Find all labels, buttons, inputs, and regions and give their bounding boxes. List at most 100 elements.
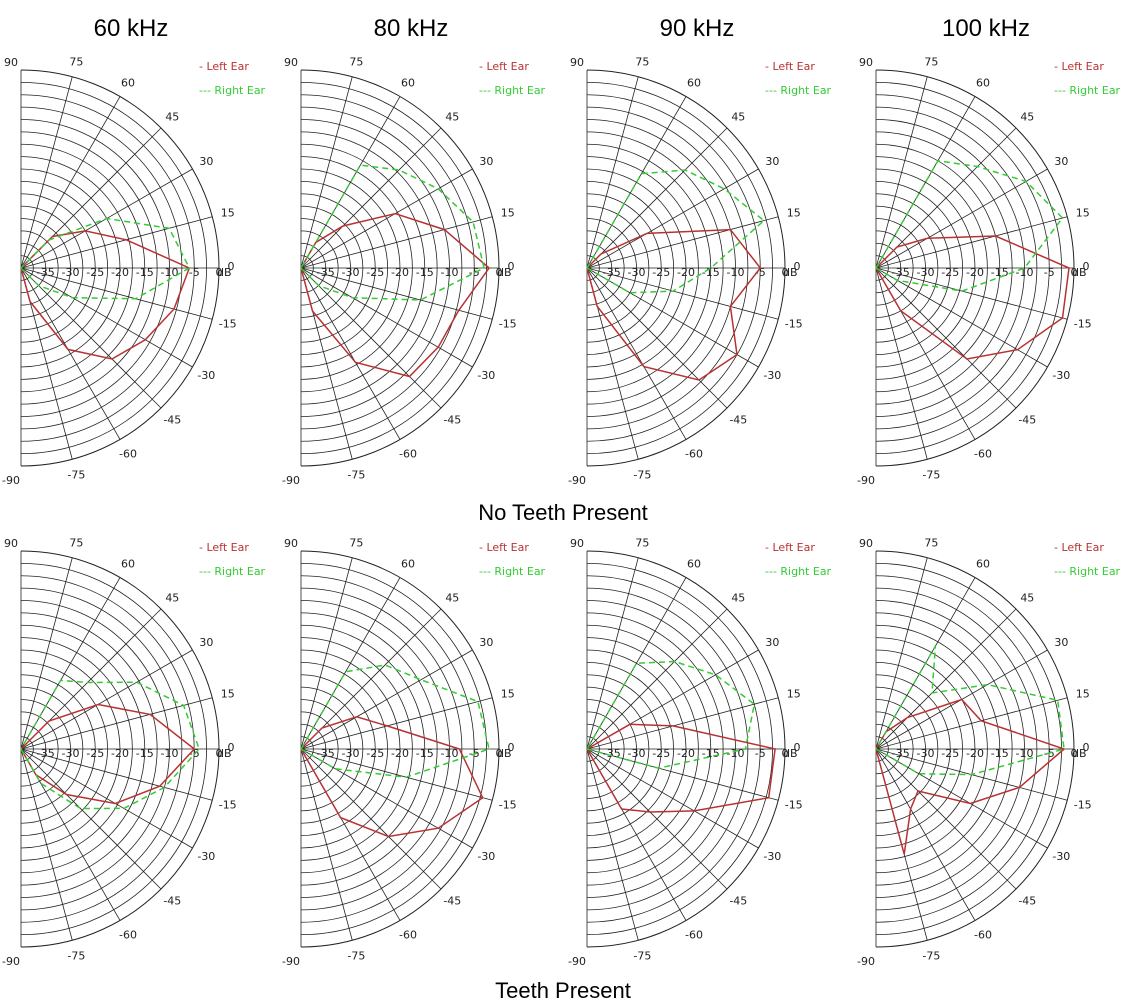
angle-tick-label: 0 xyxy=(228,260,235,273)
grid-spoke xyxy=(586,127,728,269)
panel-title: 80 kHz xyxy=(374,15,449,42)
grid-spoke xyxy=(586,748,759,849)
radial-tick-label: 0 xyxy=(782,266,789,279)
radial-tick-label: -30 xyxy=(62,266,80,279)
angle-tick-label: 0 xyxy=(794,741,801,754)
radial-tick-label: -15 xyxy=(702,266,720,279)
grid-spoke xyxy=(20,267,213,320)
radial-tick-label: 0 xyxy=(496,266,503,279)
angle-tick-label: 0 xyxy=(508,741,515,754)
angle-tick-label: 45 xyxy=(731,592,745,605)
row-title-1: No Teeth Present xyxy=(478,500,648,525)
angle-tick-label: -30 xyxy=(1052,369,1070,382)
legend-right-ear: --- Right Ear xyxy=(765,565,832,578)
radial-unit-label: dB xyxy=(1072,266,1087,279)
series-left-ear xyxy=(586,228,762,381)
angle-tick-label: 30 xyxy=(765,636,779,649)
angle-tick-label: -60 xyxy=(974,928,992,941)
grid-spoke xyxy=(875,748,976,921)
angle-tick-label: -90 xyxy=(2,474,20,487)
radial-tick-label: -10 xyxy=(727,266,745,279)
angle-tick-label: 60 xyxy=(121,77,135,90)
angle-tick-label: 15 xyxy=(501,207,515,220)
radial-tick-label: -25 xyxy=(652,747,670,760)
angle-tick-label: -60 xyxy=(119,928,137,941)
series-right-ear xyxy=(300,164,485,301)
grid-spoke xyxy=(586,608,728,750)
radial-tick-label: -10 xyxy=(1016,266,1034,279)
grid-spoke xyxy=(300,697,493,750)
radial-tick-label: -10 xyxy=(441,266,459,279)
angle-tick-label: -90 xyxy=(2,955,20,968)
radial-tick-label: -20 xyxy=(966,266,984,279)
angle-tick-label: 0 xyxy=(794,260,801,273)
radial-tick-label: -35 xyxy=(603,266,621,279)
grid-spoke xyxy=(20,577,121,750)
grid-spoke xyxy=(586,216,779,269)
radial-tick-label: -15 xyxy=(136,266,154,279)
legend-right-ear: --- Right Ear xyxy=(765,84,832,97)
radial-tick-label: -35 xyxy=(892,747,910,760)
radial-tick-label: -25 xyxy=(366,747,384,760)
grid-spoke xyxy=(20,76,73,269)
grid-spoke xyxy=(300,748,353,941)
angle-tick-label: -15 xyxy=(219,798,237,811)
angle-tick-label: -90 xyxy=(568,955,586,968)
radial-tick-label: -15 xyxy=(136,747,154,760)
grid-spoke xyxy=(875,216,1068,269)
angle-tick-label: -45 xyxy=(163,894,181,907)
angle-tick-label: -45 xyxy=(163,413,181,426)
angle-tick-label: -30 xyxy=(763,850,781,863)
grid-spoke xyxy=(875,697,1068,750)
grid-spoke xyxy=(20,649,193,750)
radial-tick-label: -15 xyxy=(416,747,434,760)
radial-tick-label: -10 xyxy=(161,747,179,760)
radial-tick-label: -15 xyxy=(416,266,434,279)
legend-left-ear: - Left Ear xyxy=(199,60,249,73)
angle-tick-label: -15 xyxy=(785,798,803,811)
grid-spoke xyxy=(20,267,193,368)
angle-tick-label: -45 xyxy=(1018,413,1036,426)
angle-tick-label: 30 xyxy=(199,155,213,168)
radial-tick-label: -30 xyxy=(342,747,360,760)
grid-spoke xyxy=(20,267,121,440)
angle-tick-label: 75 xyxy=(924,55,938,68)
grid-spoke xyxy=(875,127,1017,269)
grid-spoke xyxy=(20,748,162,890)
angle-tick-label: -75 xyxy=(922,950,940,963)
angle-tick-label: 90 xyxy=(570,56,584,69)
radial-tick-label: -20 xyxy=(391,747,409,760)
grid-spoke xyxy=(875,267,1017,409)
grid-spoke xyxy=(875,267,1048,368)
radial-tick-label: -35 xyxy=(892,266,910,279)
series-right-ear xyxy=(586,169,766,294)
angle-tick-label: 15 xyxy=(787,207,801,220)
angle-tick-label: -15 xyxy=(499,317,517,330)
grid-spoke xyxy=(586,267,779,320)
grid-spoke xyxy=(20,697,213,750)
radial-tick-label: -35 xyxy=(317,747,335,760)
grid-spoke xyxy=(300,267,473,368)
angle-tick-label: 15 xyxy=(221,688,235,701)
angle-tick-label: -90 xyxy=(282,955,300,968)
series-right-ear xyxy=(586,660,756,769)
angle-tick-label: 75 xyxy=(349,536,363,549)
grid-spoke xyxy=(300,267,442,409)
legend-right-ear: --- Right Ear xyxy=(1054,84,1121,97)
grid-spoke xyxy=(300,216,493,269)
angle-tick-label: 30 xyxy=(1054,155,1068,168)
series-right-ear xyxy=(20,679,201,810)
radial-tick-label: -20 xyxy=(111,266,129,279)
grid-spoke xyxy=(300,76,353,269)
angle-tick-label: 30 xyxy=(479,636,493,649)
radial-tick-label: 0 xyxy=(216,266,223,279)
radial-tick-label: -5 xyxy=(1044,266,1055,279)
angle-tick-label: -15 xyxy=(1074,798,1092,811)
radial-tick-label: -10 xyxy=(441,747,459,760)
angle-tick-label: -60 xyxy=(974,447,992,460)
grid-spoke xyxy=(20,748,73,941)
angle-tick-label: 60 xyxy=(976,558,990,571)
angle-tick-label: 90 xyxy=(284,537,298,550)
